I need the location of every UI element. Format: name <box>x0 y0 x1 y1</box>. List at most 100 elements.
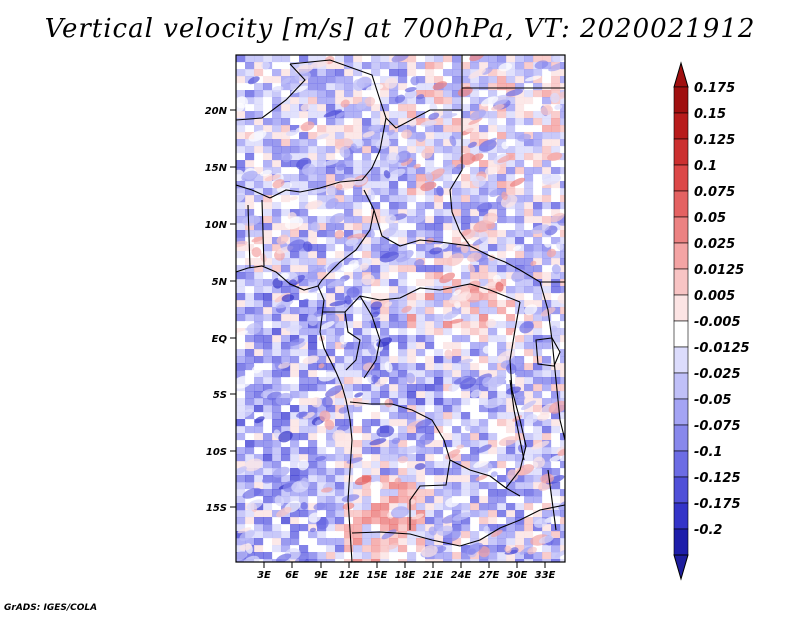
field-cell <box>461 419 471 427</box>
field-cell <box>497 489 507 497</box>
field-cell <box>560 167 565 175</box>
field-cell <box>236 258 246 266</box>
field-cell <box>443 139 453 147</box>
field-cell <box>335 440 345 448</box>
lon-label: 18E <box>395 570 416 581</box>
field-cell <box>326 349 336 357</box>
field-cell <box>389 391 399 399</box>
field-cell <box>371 188 381 196</box>
field-blob <box>300 502 308 510</box>
field-cell <box>245 538 255 546</box>
field-cell <box>389 132 399 140</box>
field-cell <box>515 216 525 224</box>
field-cell <box>317 426 327 434</box>
field-cell <box>407 279 417 287</box>
field-cell <box>533 489 543 497</box>
field-cell <box>389 363 399 371</box>
field-cell <box>245 111 255 119</box>
field-cell <box>362 244 372 252</box>
field-cell <box>353 293 363 301</box>
field-cell <box>371 545 381 553</box>
field-cell <box>443 55 453 63</box>
field-cell <box>326 258 336 266</box>
field-cell <box>488 384 498 392</box>
field-cell <box>479 426 489 434</box>
field-cell <box>380 223 390 231</box>
field-cell <box>452 370 462 378</box>
field-cell <box>290 181 300 189</box>
field-cell <box>389 370 399 378</box>
field-blob <box>345 237 359 247</box>
field-cell <box>398 426 408 434</box>
field-cell <box>407 244 417 252</box>
field-cell <box>380 454 390 462</box>
field-cell <box>542 216 552 224</box>
field-cell <box>452 90 462 98</box>
field-cell <box>362 482 372 490</box>
field-cell <box>461 216 471 224</box>
field-cell <box>353 363 363 371</box>
field-cell <box>542 272 552 280</box>
field-cell <box>236 426 246 434</box>
field-cell <box>551 370 561 378</box>
field-cell <box>443 398 453 406</box>
field-cell <box>272 349 282 357</box>
field-cell <box>380 370 390 378</box>
field-cell <box>263 258 273 266</box>
field-cell <box>416 545 426 553</box>
field-cell <box>344 216 354 224</box>
field-cell <box>533 349 543 357</box>
field-cell <box>263 286 273 294</box>
field-cell <box>389 545 399 553</box>
field-cell <box>416 293 426 301</box>
field-cell <box>479 195 489 203</box>
field-cell <box>416 307 426 315</box>
field-cell <box>236 188 246 196</box>
field-cell <box>506 482 516 490</box>
field-cell <box>281 146 291 154</box>
field-cell <box>524 181 534 189</box>
field-blob <box>457 291 472 302</box>
field-cell <box>236 181 246 189</box>
field-cell <box>542 160 552 168</box>
field-cell <box>470 412 480 420</box>
field-blob <box>277 272 290 281</box>
field-cell <box>371 335 381 343</box>
field-cell <box>425 188 435 196</box>
field-cell <box>281 83 291 91</box>
field-cell <box>290 111 300 119</box>
field-cell <box>380 188 390 196</box>
field-cell <box>470 335 480 343</box>
field-cell <box>560 272 565 280</box>
field-cell <box>452 412 462 420</box>
field-cell <box>371 328 381 336</box>
field-cell <box>461 97 471 105</box>
field-cell <box>389 272 399 280</box>
field-cell <box>470 195 480 203</box>
field-cell <box>308 104 318 112</box>
field-cell <box>461 349 471 357</box>
field-cell <box>281 440 291 448</box>
field-cell <box>272 258 282 266</box>
field-cell <box>245 412 255 420</box>
field-cell <box>326 139 336 147</box>
field-cell <box>542 454 552 462</box>
field-cell <box>290 419 300 427</box>
field-blob <box>546 248 557 258</box>
field-cell <box>389 524 399 532</box>
field-cell <box>443 503 453 511</box>
field-blob <box>544 515 561 523</box>
field-blob <box>350 143 358 151</box>
field-blob <box>391 437 401 444</box>
field-cell <box>380 496 390 504</box>
field-blob <box>497 154 514 164</box>
field-cell <box>470 405 480 413</box>
colorbar-segment <box>673 216 689 244</box>
field-cell <box>362 251 372 259</box>
field-cell <box>524 216 534 224</box>
field-cell <box>461 538 471 546</box>
field-cell <box>263 377 273 385</box>
field-blob <box>509 177 526 187</box>
field-cell <box>335 293 345 301</box>
field-blob <box>467 263 476 274</box>
